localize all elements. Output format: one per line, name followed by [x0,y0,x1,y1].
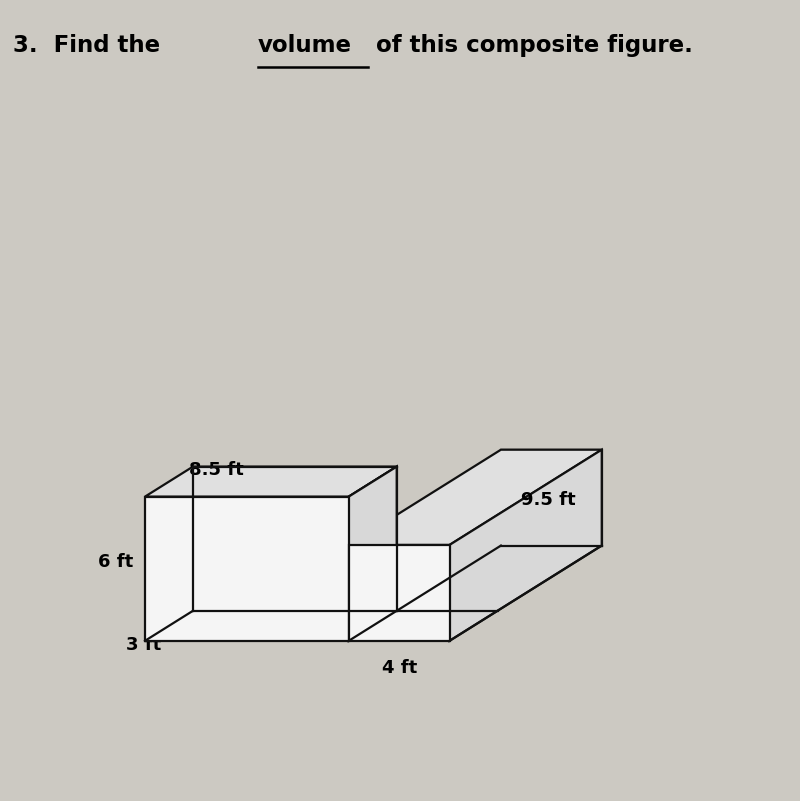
Text: 4 ft: 4 ft [382,658,417,677]
Text: 6 ft: 6 ft [98,553,133,570]
Polygon shape [349,466,397,545]
Text: 9.5 ft: 9.5 ft [521,490,575,509]
Text: volume: volume [258,34,352,57]
Text: 3.  Find the: 3. Find the [13,34,168,57]
Polygon shape [349,466,397,641]
Text: 8.5 ft: 8.5 ft [189,461,244,478]
Polygon shape [145,497,349,641]
Text: 3 ft: 3 ft [126,636,162,654]
Polygon shape [450,449,602,641]
Text: of this composite figure.: of this composite figure. [368,34,693,57]
Polygon shape [501,449,602,545]
Polygon shape [349,545,450,641]
Polygon shape [349,449,602,545]
Polygon shape [145,466,397,497]
